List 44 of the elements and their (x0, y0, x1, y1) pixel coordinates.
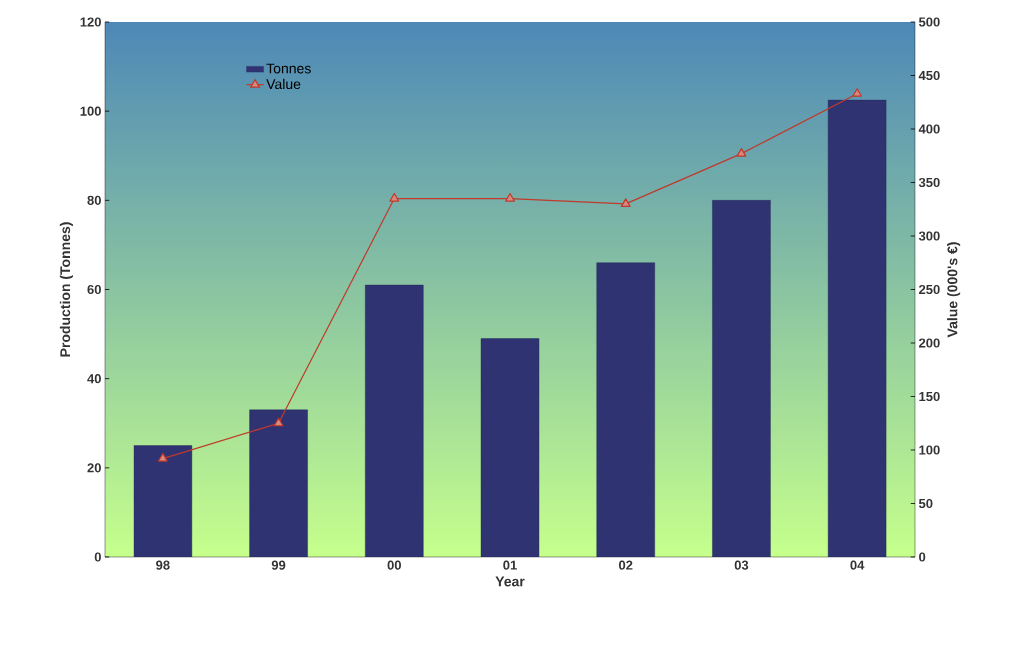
y-tick-label: 0 (94, 552, 101, 562)
bar (249, 409, 308, 557)
point (273, 417, 284, 427)
y2-tick-label: 150 (919, 391, 940, 402)
bar (596, 262, 655, 557)
bar (712, 200, 771, 557)
x-tick-label: 00 (387, 560, 401, 570)
y2-tick-label: 0 (919, 552, 926, 562)
y-tick-label: 100 (80, 106, 101, 116)
point (389, 192, 400, 202)
x-axis-title: Year (495, 576, 525, 587)
y-tick-label: 80 (87, 195, 101, 205)
y-tick-label: 20 (87, 463, 101, 473)
x-tick-label: 04 (850, 560, 865, 570)
y2-tick-label: 500 (918, 17, 940, 27)
x-tick-label: 98 (156, 560, 170, 570)
point (620, 198, 631, 207)
legend-label: Tonnes (266, 63, 311, 74)
bar (827, 99, 887, 557)
point (505, 192, 515, 202)
bar (365, 284, 424, 557)
legend-label: Value (266, 78, 301, 90)
y-tick-label: 120 (80, 17, 101, 27)
x-tick-label: 99 (271, 560, 286, 570)
y2-axis-title: Value (000's €) (947, 242, 961, 338)
y2-tick-label: 350 (918, 177, 940, 188)
point (157, 452, 168, 462)
y2-tick-label: 250 (918, 284, 940, 295)
y2-tick-label: 400 (918, 124, 940, 134)
x-tick-label: 02 (619, 560, 633, 570)
x-tick-label: 01 (503, 560, 517, 570)
y-tick-label: 60 (87, 284, 101, 295)
point (852, 88, 863, 97)
point (736, 148, 747, 157)
y2-tick-label: 450 (918, 70, 940, 81)
bar (480, 338, 540, 557)
bar (133, 445, 193, 557)
y2-tick-label: 300 (918, 231, 940, 241)
x-tick-label: 03 (734, 560, 749, 570)
y2-tick-label: 50 (918, 498, 933, 509)
y2-tick-label: 100 (919, 445, 940, 455)
y2-tick-label: 200 (918, 338, 940, 348)
y-tick-label: 40 (87, 374, 101, 384)
y-axis-title: Production (Tonnes) (59, 222, 73, 357)
